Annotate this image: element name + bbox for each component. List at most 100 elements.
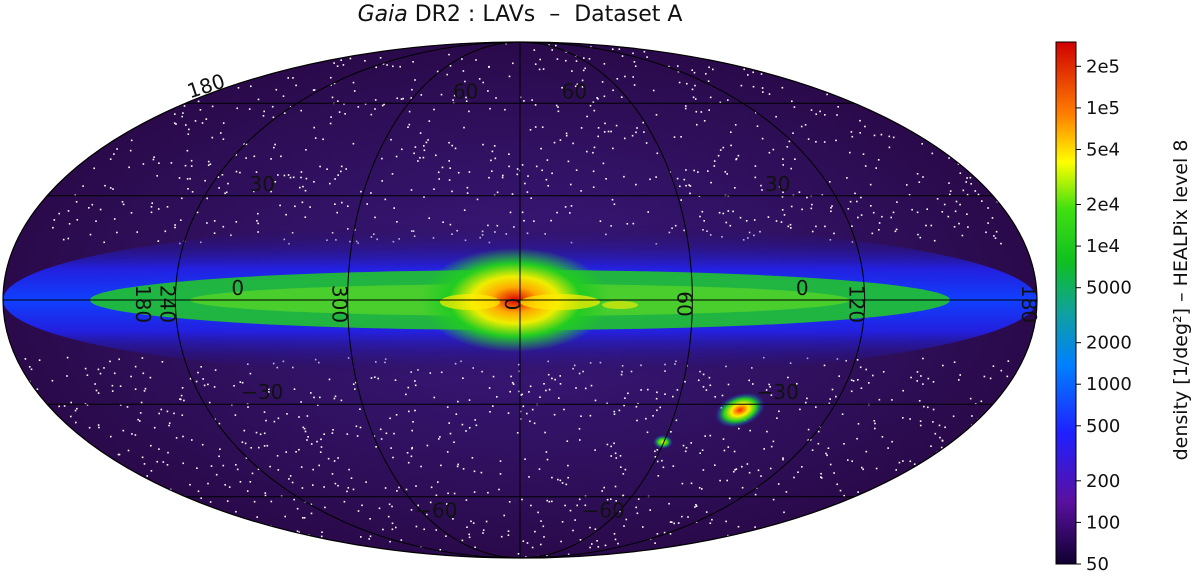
- outlier-point: [119, 404, 122, 406]
- outlier-point: [211, 136, 214, 139]
- outlier-point: [508, 501, 511, 503]
- bulge-left: [440, 294, 500, 310]
- latitude-label: 30: [250, 172, 275, 196]
- outlier-point: [902, 460, 904, 462]
- outlier-point: [846, 177, 848, 179]
- outlier-point: [916, 173, 919, 175]
- outlier-point: [829, 463, 832, 466]
- outlier-point: [302, 185, 304, 188]
- outlier-point: [30, 368, 33, 371]
- outlier-point: [199, 109, 202, 111]
- outlier-point: [285, 213, 287, 216]
- outlier-point: [553, 141, 556, 144]
- outlier-point: [521, 498, 523, 501]
- outlier-point: [881, 436, 884, 438]
- outlier-point: [235, 154, 237, 156]
- outlier-point: [310, 392, 312, 394]
- outlier-point: [463, 209, 466, 211]
- outlier-point: [593, 109, 596, 112]
- outlier-point: [287, 77, 289, 79]
- outlier-point: [710, 181, 712, 184]
- outlier-point: [860, 387, 863, 389]
- outlier-point: [551, 49, 553, 51]
- outlier-point: [353, 90, 356, 92]
- outlier-point: [545, 178, 548, 181]
- outlier-point: [499, 460, 502, 462]
- outlier-point: [465, 430, 467, 432]
- outlier-point: [729, 224, 732, 227]
- outlier-point: [410, 189, 413, 191]
- outlier-point: [391, 173, 394, 175]
- outlier-point: [790, 205, 793, 208]
- outlier-point: [699, 215, 701, 218]
- outlier-point: [521, 211, 524, 214]
- outlier-point: [507, 530, 510, 532]
- outlier-point: [556, 211, 558, 214]
- outlier-point: [270, 190, 272, 193]
- outlier-point: [677, 65, 679, 67]
- outlier-point: [613, 510, 615, 512]
- outlier-point: [743, 68, 745, 71]
- outlier-point: [807, 439, 810, 441]
- outlier-point: [200, 497, 202, 499]
- outlier-point: [149, 376, 152, 379]
- outlier-point: [737, 525, 740, 528]
- outlier-point: [197, 371, 199, 374]
- outlier-point: [646, 56, 648, 58]
- outlier-point: [637, 498, 640, 500]
- outlier-point: [52, 226, 54, 229]
- outlier-point: [835, 139, 837, 142]
- outlier-point: [249, 481, 252, 483]
- outlier-point: [993, 235, 995, 237]
- latitude-label: 0: [231, 276, 244, 300]
- outlier-point: [711, 518, 713, 521]
- outlier-point: [448, 179, 451, 181]
- outlier-point: [703, 220, 705, 222]
- outlier-point: [279, 204, 281, 207]
- outlier-point: [782, 191, 784, 194]
- outlier-point: [589, 414, 592, 417]
- outlier-point: [772, 148, 775, 151]
- outlier-point: [264, 494, 267, 497]
- outlier-point: [420, 465, 422, 468]
- outlier-point: [565, 483, 568, 486]
- outlier-point: [113, 153, 115, 155]
- outlier-point: [807, 428, 810, 431]
- outlier-point: [201, 122, 204, 124]
- outlier-point: [656, 409, 658, 412]
- outlier-point: [248, 108, 251, 110]
- outlier-point: [210, 465, 213, 467]
- outlier-point: [310, 503, 313, 506]
- outlier-point: [926, 208, 928, 210]
- map-border: [2, 41, 1038, 559]
- outlier-point: [187, 133, 190, 135]
- outlier-point: [352, 142, 355, 145]
- outlier-point: [613, 442, 615, 445]
- outlier-point: [655, 114, 658, 116]
- outlier-point: [487, 90, 489, 92]
- outlier-point: [620, 96, 623, 98]
- outlier-point: [224, 192, 226, 195]
- longitude-label: 180: [1017, 285, 1041, 323]
- outlier-point: [374, 108, 376, 110]
- outlier-point: [578, 428, 581, 430]
- outlier-point: [364, 60, 366, 62]
- outlier-point: [97, 392, 100, 394]
- outlier-point: [735, 468, 738, 470]
- outlier-point: [810, 109, 813, 111]
- outlier-point: [539, 396, 541, 398]
- outlier-point: [987, 207, 989, 209]
- outlier-point: [921, 143, 923, 145]
- outlier-point: [697, 379, 700, 382]
- outlier-point: [526, 412, 528, 415]
- outlier-point: [255, 431, 258, 434]
- outlier-point: [150, 470, 153, 472]
- outlier-point: [805, 401, 807, 404]
- outlier-point: [511, 381, 514, 384]
- outlier-point: [789, 223, 792, 226]
- outlier-point: [181, 197, 183, 200]
- outlier-point: [895, 228, 898, 231]
- outlier-point: [962, 189, 965, 192]
- outlier-point: [684, 380, 686, 383]
- outlier-point: [966, 193, 969, 196]
